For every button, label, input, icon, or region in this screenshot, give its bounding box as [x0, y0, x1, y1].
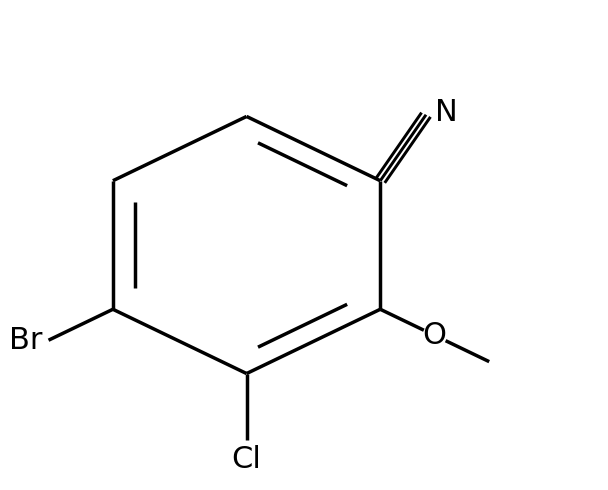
Text: N: N [435, 98, 458, 127]
Text: Br: Br [9, 326, 43, 355]
Text: Cl: Cl [232, 445, 261, 474]
Text: O: O [423, 321, 447, 350]
